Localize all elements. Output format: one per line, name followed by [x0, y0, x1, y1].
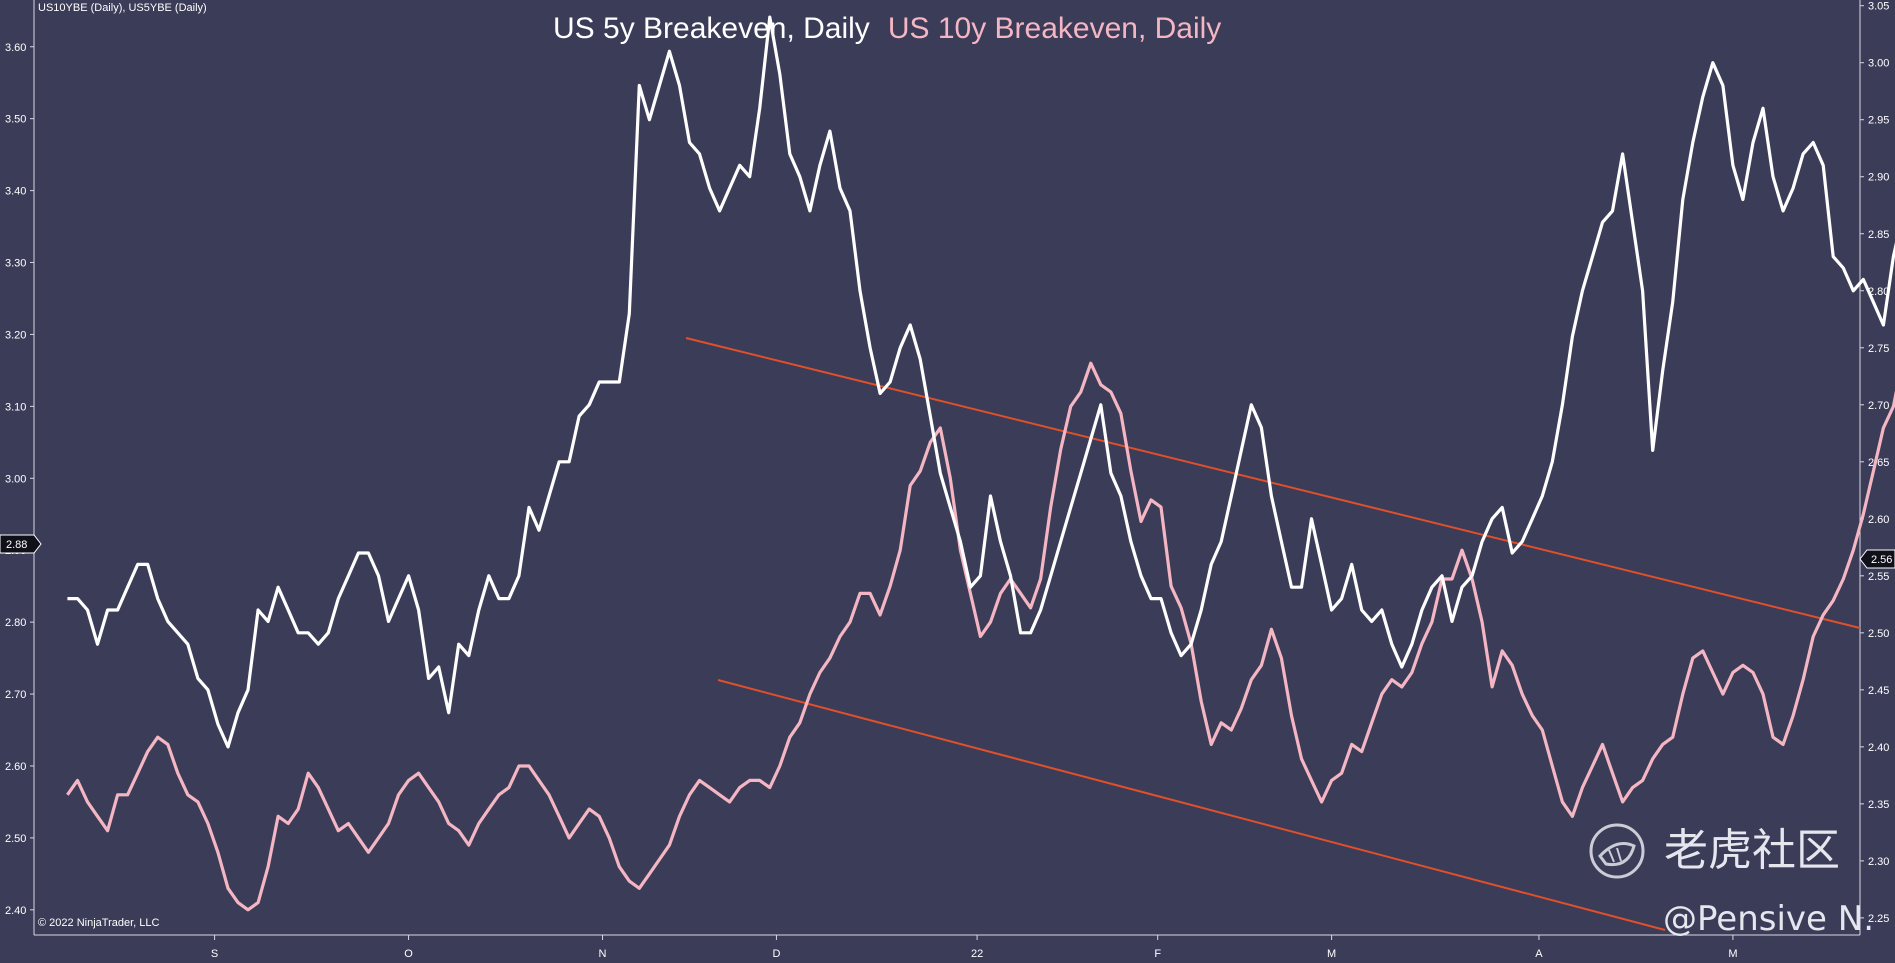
right-tick-label: 2.50: [1868, 628, 1889, 640]
series-line-5y-breakeven: [67, 15, 1895, 749]
right-tick-label: 3.05: [1868, 1, 1889, 13]
right-tick-label: 2.90: [1868, 172, 1889, 184]
right-tick-label: 2.60: [1868, 514, 1889, 526]
watermark-author: @Pensive N.: [1663, 899, 1874, 939]
x-tick-label: O: [404, 948, 413, 960]
right-tick-label: 3.00: [1868, 58, 1889, 70]
left-tick-label: 3.40: [5, 186, 26, 198]
left-last-value: 2.88: [6, 539, 27, 551]
series-layer: [66, 15, 1895, 912]
x-tick-label: S: [211, 948, 218, 960]
x-tick-label: N: [599, 948, 607, 960]
right-tick-label: 2.65: [1868, 457, 1889, 469]
left-tick-label: 3.00: [5, 473, 26, 485]
right-tick-label: 2.25: [1868, 913, 1889, 925]
lower-trendline: [717, 679, 1666, 931]
x-axis-ticks: S O N D 22 F M A M: [211, 935, 1738, 960]
upper-trendline: [685, 337, 1861, 629]
right-tick-label: 2.75: [1868, 343, 1889, 355]
left-tick-label: 2.60: [5, 761, 26, 773]
title-5y: US 5y Breakeven, Daily: [553, 12, 870, 45]
right-tick-label: 2.80: [1868, 286, 1889, 298]
right-tick-label: 2.55: [1868, 571, 1889, 583]
right-last-value-marker: 2.56: [1859, 549, 1895, 569]
tiger-logo-icon: [1589, 823, 1645, 879]
copyright-label: © 2022 NinjaTrader, LLC: [38, 917, 159, 929]
series-line-10y-breakeven: [66, 361, 1895, 912]
instrument-label: US10YBE (Daily), US5YBE (Daily): [38, 2, 207, 14]
left-tick-label: 3.30: [5, 258, 26, 270]
left-tick-label: 3.60: [5, 42, 26, 54]
x-tick-label: 22: [971, 948, 983, 960]
watermark-brand: 老虎社区: [1664, 825, 1840, 876]
left-last-value-marker: 2.88: [0, 534, 42, 554]
left-tick-label: 2.40: [5, 905, 26, 917]
right-tick-label: 2.85: [1868, 229, 1889, 241]
left-tick-label: 3.20: [5, 329, 26, 341]
x-tick-label: D: [772, 948, 780, 960]
x-tick-label: M: [1728, 948, 1737, 960]
right-tick-label: 2.35: [1868, 799, 1889, 811]
left-tick-label: 3.50: [5, 114, 26, 126]
right-tick-label: 2.30: [1868, 856, 1889, 868]
left-tick-label: 3.10: [5, 401, 26, 413]
left-tick-label: 2.50: [5, 833, 26, 845]
right-last-value: 2.56: [1871, 554, 1892, 566]
right-tick-label: 2.70: [1868, 400, 1889, 412]
x-tick-label: F: [1154, 948, 1161, 960]
left-tick-label: 2.70: [5, 689, 26, 701]
right-tick-label: 2.95: [1868, 115, 1889, 127]
right-axis-ticks: 2.25 2.30 2.35 2.40 2.45 2.50 2.55 2.60 2.65 2.70…: [1860, 1, 1889, 925]
left-axis-ticks: 2.402.502.602.702.802.903.003.103.203.30…: [5, 42, 34, 917]
x-tick-label: M: [1327, 948, 1336, 960]
right-tick-label: 2.45: [1868, 685, 1889, 697]
chart-title: US 5y Breakeven, Daily US 10y Breakeven, …: [553, 12, 1221, 45]
title-10y: US 10y Breakeven, Daily: [888, 12, 1222, 45]
right-tick-label: 2.40: [1868, 742, 1889, 754]
x-tick-label: A: [1535, 948, 1543, 960]
left-tick-label: 2.80: [5, 617, 26, 629]
